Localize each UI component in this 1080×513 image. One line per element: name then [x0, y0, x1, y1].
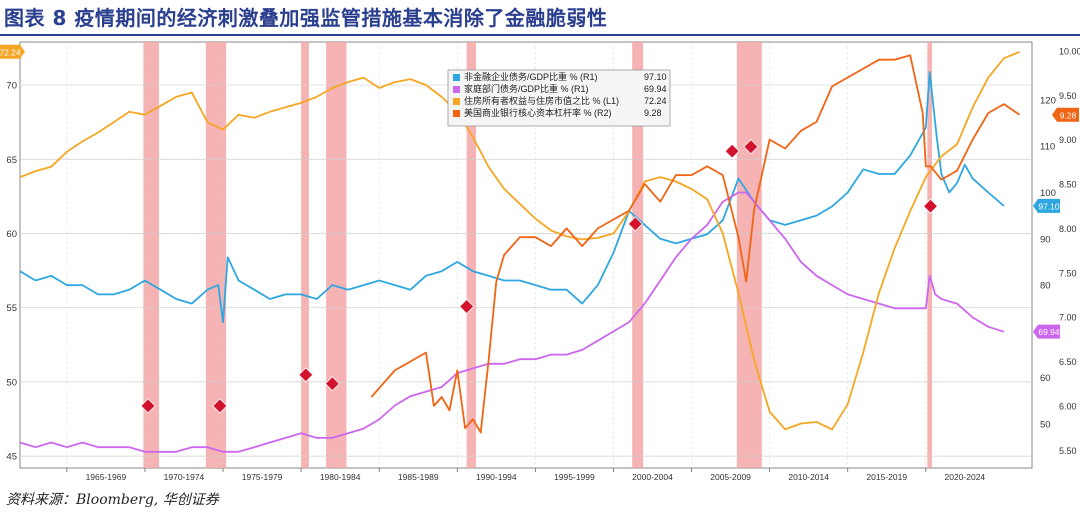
nonfin-value-tag-text: 97.10	[1038, 201, 1060, 211]
left-value-tag-shape	[0, 44, 25, 59]
recession-band-1	[205, 42, 227, 468]
x-tick-label-0: 1965-1969	[86, 472, 127, 482]
x-tick-label-11: 2020-2024	[945, 472, 986, 482]
r1-tick-label-100: 100	[1040, 188, 1056, 199]
event-marker-2	[298, 367, 314, 383]
r2-tick-label-4: 7.50	[1059, 268, 1077, 278]
r2-tick-label-2: 6.50	[1059, 357, 1077, 367]
r2-tick-label-1: 6.00	[1059, 401, 1077, 411]
event-marker-1	[212, 398, 228, 414]
left-tick-label-65: 65	[6, 155, 17, 166]
page-title: 图表 8 疫情期间的经济刺激叠加强监管措施基本消除了金融脆弱性	[4, 6, 608, 30]
legend-value-0: 97.10	[644, 72, 667, 82]
value-tags: 72.24 97.10 69.94 9.28	[0, 44, 1079, 339]
r2-tick-label-5: 8.00	[1059, 224, 1077, 234]
leverage-value-tag-text: 9.28	[1060, 110, 1077, 120]
legend-value-3: 9.28	[644, 108, 662, 118]
legend-label-2: 住房所有者权益与住房市值之比 % (L1)	[464, 95, 619, 106]
household-value-tag-text: 69.94	[1038, 327, 1060, 337]
legend-label-3: 美国商业银行核心资本杠杆率 % (R2)	[464, 107, 612, 118]
recession-band-5	[632, 42, 644, 468]
r2-tick-label-7: 9.00	[1059, 135, 1077, 145]
x-tick-label-3: 1980-1984	[320, 472, 361, 482]
x-tick-label-9: 2010-2014	[788, 472, 829, 482]
event-marker-8	[922, 198, 939, 214]
event-marker-7	[743, 139, 759, 155]
leverage-value-tag-shape	[1052, 107, 1079, 122]
r1-tick-label-90: 90	[1040, 234, 1051, 245]
x-tick-label-1: 1970-1974	[164, 472, 205, 482]
x-tick-label-6: 1995-1999	[554, 472, 595, 482]
legend-value-1: 69.94	[644, 84, 667, 94]
recession-band-7	[927, 42, 933, 468]
event-marker-0	[140, 398, 156, 414]
x-tick-label-8: 2005-2009	[710, 472, 751, 482]
r1-tick-label-120: 120	[1040, 95, 1056, 106]
r1-tick-label-110: 110	[1040, 142, 1055, 153]
x-tick-label-4: 1985-1989	[398, 472, 439, 482]
r2-tick-label-6: 8.50	[1059, 180, 1077, 190]
event-marker-3	[324, 376, 340, 392]
left-value-tag-text: 72.24	[0, 47, 21, 57]
recession-bands	[143, 42, 933, 468]
left-tick-label-45: 45	[6, 452, 17, 463]
r2-tick-label-8: 9.50	[1059, 91, 1077, 101]
legend-box	[447, 69, 671, 127]
x-tick-label-7: 2000-2004	[632, 472, 673, 482]
source-note: 资料来源：Bloomberg, 华创证券	[6, 492, 219, 508]
event-marker-5	[627, 216, 643, 232]
legend-swatch-1	[453, 86, 460, 93]
left-tick-label-70: 70	[6, 81, 17, 92]
legend-label-0: 非金融企业债务/GDP比重 % (R1)	[464, 71, 598, 82]
r1-tick-label-50: 50	[1040, 420, 1051, 431]
legend-label-1: 家庭部门债务/GDP比重 % (R1)	[464, 83, 589, 94]
r1-tick-label-60: 60	[1040, 373, 1051, 384]
event-marker-6	[724, 143, 740, 159]
x-tick-label-2: 1975-1979	[242, 472, 283, 482]
chart-svg: 45505560657050607080901001101205.506.006…	[0, 41, 1080, 482]
recession-band-3	[326, 42, 347, 468]
series-lines	[19, 50, 1021, 453]
series-line-3	[370, 54, 1021, 434]
left-tick-label-60: 60	[6, 229, 17, 240]
event-marker-4	[459, 298, 475, 315]
chart-container: 45505560657050607080901001101205.506.006…	[0, 38, 1080, 483]
x-tick-label-5: 1990-1994	[476, 472, 517, 482]
legend-value-2: 72.24	[644, 96, 667, 106]
r2-tick-label-3: 7.00	[1059, 313, 1077, 323]
r1-tick-label-80: 80	[1040, 281, 1051, 292]
legend: 非金融企业债务/GDP比重 % (R1) 97.10 家庭部门债务/GDP比重 % …	[447, 69, 671, 127]
r2-tick-label-9: 10.00	[1059, 46, 1080, 56]
r2-tick-label-0: 5.50	[1059, 446, 1077, 456]
legend-swatch-0	[453, 74, 460, 81]
series-line-0	[19, 71, 1005, 323]
left-tick-label-55: 55	[6, 303, 17, 314]
nonfin-value-tag-shape	[1033, 198, 1060, 213]
series-line-2	[19, 50, 1020, 431]
recession-band-4	[466, 42, 477, 468]
series-line-1	[19, 191, 1005, 453]
legend-swatch-3	[453, 110, 460, 117]
event-markers	[140, 139, 939, 414]
legend-swatch-2	[453, 98, 460, 105]
household-value-tag-shape	[1033, 324, 1060, 339]
title-divider	[0, 34, 1080, 36]
recession-band-2	[301, 42, 309, 468]
recession-band-0	[143, 42, 159, 468]
x-tick-label-10: 2015-2019	[866, 472, 907, 482]
left-tick-label-50: 50	[6, 377, 17, 388]
